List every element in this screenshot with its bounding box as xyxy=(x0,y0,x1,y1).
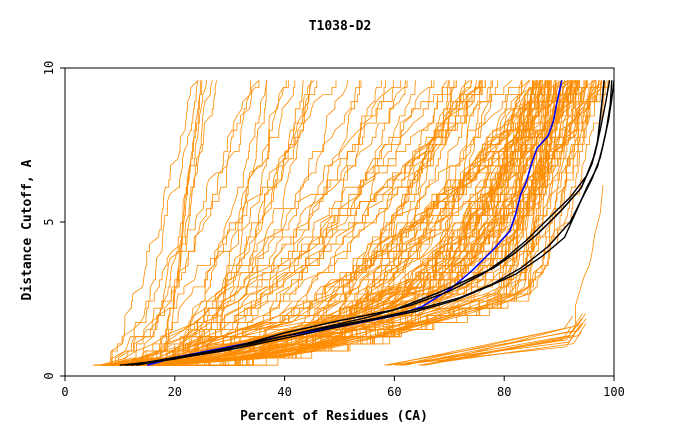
model-curve xyxy=(145,80,312,366)
model-curve xyxy=(128,80,362,366)
model-curve xyxy=(575,184,604,324)
model-curve xyxy=(103,80,402,366)
model-curve xyxy=(146,80,572,366)
model-curve xyxy=(110,80,574,366)
model-curve xyxy=(165,80,201,366)
model-curve xyxy=(149,80,287,366)
model-curve xyxy=(384,318,587,366)
model-curve xyxy=(155,80,268,366)
model-curve xyxy=(166,80,538,366)
model-curve xyxy=(151,80,203,366)
x-axis-ticks: 0 20 40 60 80 100 xyxy=(61,376,625,399)
background-model-curves xyxy=(92,79,610,366)
model-curve xyxy=(138,80,450,366)
model-curve xyxy=(121,80,304,366)
model-curve xyxy=(118,79,577,366)
model-curve xyxy=(138,80,601,366)
model-curve xyxy=(103,80,252,366)
model-curve xyxy=(119,80,522,366)
model-curve xyxy=(124,79,552,366)
model-curve xyxy=(104,80,483,366)
x-axis-label: Percent of Residues (CA) xyxy=(240,409,428,424)
model-curve xyxy=(137,80,577,366)
model-curve xyxy=(145,80,408,366)
model-curve xyxy=(153,80,477,366)
model-curve xyxy=(166,80,290,366)
model-curve xyxy=(110,80,199,366)
model-curve xyxy=(418,331,582,366)
model-curve xyxy=(112,80,435,366)
x-tick-label: 60 xyxy=(387,385,401,399)
model-curve xyxy=(107,80,455,366)
series-line-0 xyxy=(147,80,563,366)
model-curve xyxy=(143,80,605,366)
model-curve xyxy=(423,323,587,366)
model-curve xyxy=(103,80,449,366)
y-tick-label: 10 xyxy=(42,61,56,75)
model-curve xyxy=(166,80,577,366)
model-curve xyxy=(139,80,480,366)
model-curve xyxy=(129,80,267,366)
model-curve xyxy=(131,80,296,366)
model-curve xyxy=(150,80,457,366)
model-curve xyxy=(151,80,473,366)
series-line-4 xyxy=(119,80,615,366)
model-curve xyxy=(107,80,199,366)
y-tick-label: 5 xyxy=(42,218,56,225)
model-curve xyxy=(109,80,217,366)
x-tick-label: 20 xyxy=(168,385,182,399)
model-curve xyxy=(137,80,587,366)
model-curve xyxy=(404,318,582,366)
model-curve xyxy=(115,79,569,366)
model-curve xyxy=(158,80,588,366)
x-tick-label: 80 xyxy=(497,385,511,399)
model-curve xyxy=(158,80,492,366)
highlighted-series xyxy=(119,80,615,366)
x-tick-label: 40 xyxy=(277,385,291,399)
model-curve xyxy=(387,313,587,366)
y-tick-label: 0 xyxy=(42,372,56,379)
model-curve xyxy=(103,80,337,366)
x-tick-label: 0 xyxy=(61,385,68,399)
model-curve xyxy=(111,80,483,366)
model-curve xyxy=(140,80,576,366)
x-tick-label: 100 xyxy=(603,385,625,399)
model-curve xyxy=(158,80,318,366)
model-curve xyxy=(138,80,572,366)
model-curve xyxy=(120,80,394,366)
model-curve xyxy=(387,329,578,366)
model-curve xyxy=(139,80,543,366)
y-axis-label: Distance Cutoff, A xyxy=(20,159,35,300)
model-curve xyxy=(424,313,583,366)
model-curve xyxy=(394,334,575,366)
chart-title: T1038-D2 xyxy=(309,19,372,34)
model-curve xyxy=(114,80,386,366)
y-axis-ticks: 0 5 10 xyxy=(42,61,65,380)
